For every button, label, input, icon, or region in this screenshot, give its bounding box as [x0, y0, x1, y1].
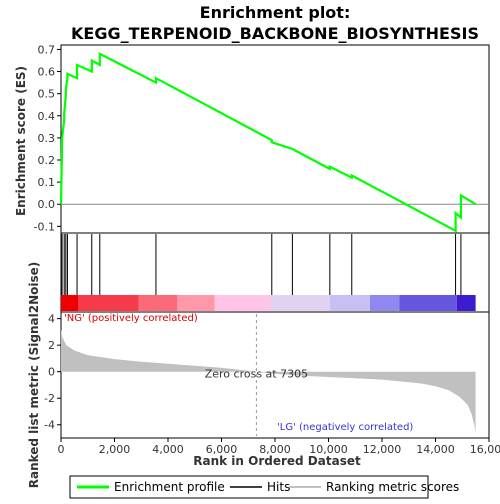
legend-label-hits: Hits: [267, 480, 290, 494]
es-ytick-label: 0.7: [38, 43, 56, 56]
ranked-ytick-label: -2: [44, 392, 55, 405]
rank-heatmap-segment: [78, 295, 139, 311]
rank-heatmap-segment: [369, 295, 400, 311]
es-ytick-label: 0.1: [38, 176, 56, 189]
legend-label-enrichment-profile: Enrichment profile: [114, 480, 225, 494]
es-panel: -0.1 0.0 0.1 0.2 0.3 0.4 0.5 0.6 0.7 Enrichment …: [14, 43, 490, 234]
ranked-ytick-label: 0: [48, 366, 55, 379]
chart-title-line1: Enrichment plot:: [200, 3, 351, 22]
rank-heatmap-segment: [329, 295, 370, 311]
es-ytick-label: 0.5: [38, 88, 56, 101]
rank-heatmap-segment: [177, 295, 215, 311]
x-tick-label: 6,000: [206, 443, 238, 456]
x-tick-label: 12,000: [363, 443, 402, 456]
x-tick-label: 4,000: [152, 443, 184, 456]
rank-heatmap-segment: [214, 295, 271, 311]
rank-heatmap-segment: [61, 295, 79, 311]
rank-heatmap-segment: [399, 295, 457, 311]
x-tick-label: 14,000: [416, 443, 455, 456]
es-ylabel: Enrichment score (ES): [14, 66, 28, 216]
x-tick-label: 0: [58, 443, 65, 456]
ranked-ytick-label: 4: [48, 313, 55, 326]
chart-legend: Enrichment profile Hits Ranking metric s…: [69, 475, 459, 499]
rank-heatmap-segment: [456, 295, 476, 311]
negative-correlation-label: 'LG' (negatively correlated): [277, 422, 413, 433]
ranked-list-panel: Zero cross at 7305 'NG' (positively corr…: [27, 262, 500, 489]
es-ytick-label: -0.1: [34, 220, 55, 233]
es-ytick-label: 0.2: [38, 154, 56, 167]
ranked-ylabel: Ranked list metric (Signal2Noise): [27, 262, 41, 489]
chart-title-line2: KEGG_TERPENOID_BACKBONE_BIOSYNTHESIS: [71, 24, 479, 43]
ranked-ytick-label: -4: [44, 419, 55, 432]
ranked-ytick-label: 2: [48, 339, 55, 352]
enrichment-profile-line: [59, 52, 477, 233]
x-tick-label: 16,000: [470, 443, 500, 456]
es-plot-frame: [60, 44, 490, 234]
rank-heatmap-segment: [270, 295, 330, 311]
positive-correlation-label: 'NG' (positively correlated): [64, 313, 198, 324]
es-ytick-label: 0.3: [38, 132, 56, 145]
es-ytick-label: 0.0: [38, 198, 56, 211]
zero-cross-label: Zero cross at 7305: [205, 368, 308, 381]
x-axis-label: Rank in Ordered Dataset: [193, 454, 361, 468]
x-tick-label: 2,000: [99, 443, 131, 456]
hits-panel: [60, 232, 490, 313]
x-tick-label: 10,000: [309, 443, 348, 456]
x-tick-label: 8,000: [259, 443, 291, 456]
rank-heatmap-segment: [138, 295, 178, 311]
es-ytick-label: 0.6: [38, 66, 56, 79]
legend-label-ranking-metric: Ranking metric scores: [326, 480, 459, 494]
es-ytick-label: 0.4: [38, 110, 56, 123]
